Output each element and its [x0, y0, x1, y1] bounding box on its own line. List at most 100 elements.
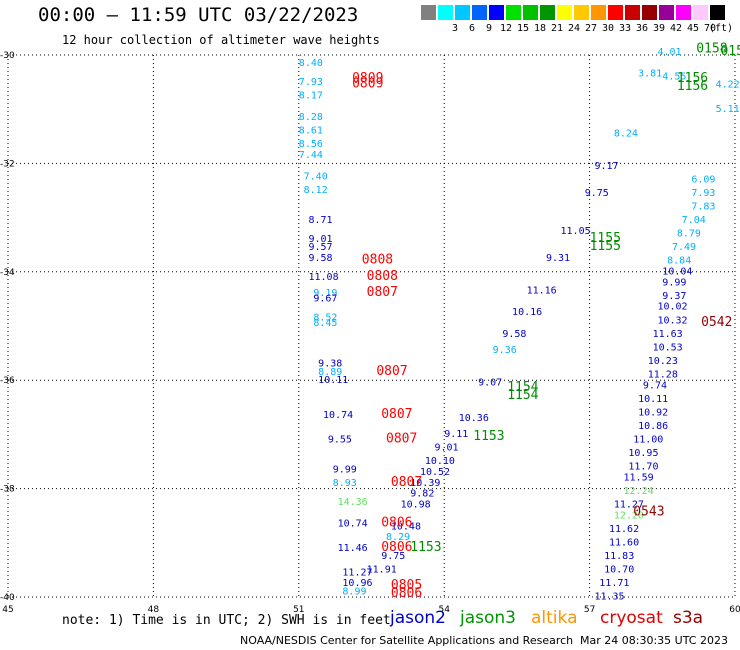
wave-height-label: 8.93: [333, 478, 357, 489]
footer-note: note: 1) Time is in UTC; 2) SWH is in fe…: [62, 613, 391, 628]
wave-height-label: 9.99: [333, 464, 357, 475]
wave-height-label: 9.01: [308, 234, 332, 245]
wave-height-label: 10.52: [420, 467, 450, 478]
color-scale-label: 15: [516, 23, 530, 34]
satellite-legend-item: jason3: [460, 608, 516, 628]
pass-time-label: 0805: [391, 578, 422, 593]
wave-height-label: 10.70: [604, 565, 634, 576]
color-scale-swatch: [710, 5, 725, 20]
color-scale-swatch: [574, 5, 589, 20]
pass-time-label: 0158: [696, 41, 727, 56]
color-scale-swatch: [625, 5, 640, 20]
wave-height-label: 7.44: [299, 150, 323, 161]
color-scale-swatch: [642, 5, 657, 20]
color-scale-unit: (ft): [708, 23, 734, 34]
pass-time-label: 0809: [352, 77, 383, 92]
satellite-legend-item: jason2: [390, 608, 446, 628]
wave-height-label: 10.98: [401, 500, 431, 511]
longitude-tick-label: 48: [148, 605, 160, 615]
wave-height-label: 10.53: [653, 342, 683, 353]
wave-height-label: 11.60: [609, 538, 639, 549]
wave-height-label: 7.49: [672, 242, 696, 253]
latitude-tick-label: -36: [0, 376, 15, 386]
satellite-legend-item: s3a: [673, 608, 704, 628]
latitude-tick-label: -40: [0, 593, 15, 603]
color-scale-swatch: [438, 5, 453, 20]
wave-height-label: 10.74: [323, 410, 353, 421]
pass-time-label: 1156: [677, 71, 708, 86]
wave-height-label: 10.48: [391, 521, 421, 532]
pass-time-label: 1155: [590, 239, 621, 254]
color-scale-swatch: [489, 5, 504, 20]
color-scale-swatch: [659, 5, 674, 20]
pass-time-label: 1156: [677, 79, 708, 94]
generation-timestamp: Mar 24 08:30:35 UTC 2023: [580, 634, 728, 647]
color-scale-swatch: [608, 5, 623, 20]
page-subtitle: 12 hour collection of altimeter wave hei…: [62, 33, 380, 47]
pass-time-label: 0809: [352, 71, 383, 86]
pass-time-label: 1155: [590, 231, 621, 246]
wave-height-label: 7.93: [691, 188, 715, 199]
wave-height-label: 8.56: [299, 139, 323, 150]
longitude-tick-label: 45: [2, 605, 13, 615]
wave-height-label: 8.29: [386, 532, 410, 543]
wave-height-label: 10.92: [638, 407, 668, 418]
wave-height-label: 9.67: [313, 294, 337, 305]
color-scale-label: 27: [584, 23, 598, 34]
wave-height-label: 8.12: [304, 185, 328, 196]
pass-time-label: 0806: [381, 540, 412, 555]
wave-height-label: 4.22: [716, 80, 740, 91]
wave-height-label: 11.28: [648, 369, 678, 380]
color-scale-label: 6: [468, 23, 476, 34]
pass-time-label: 1153: [473, 429, 504, 444]
color-scale-swatch: [472, 5, 487, 20]
wave-height-label: 12.24: [624, 486, 654, 497]
wave-height-label: 10.02: [657, 302, 687, 313]
wave-height-label: 8.45: [313, 318, 337, 329]
wave-height-label: 9.19: [313, 288, 337, 299]
wave-height-label: 9.38: [318, 359, 342, 370]
wave-height-label: 10.10: [425, 456, 455, 467]
wave-height-label: 8.40: [299, 58, 323, 69]
color-scale-swatch: [523, 5, 538, 20]
wave-height-label: 9.55: [328, 435, 352, 446]
wave-height-label: 9.82: [410, 489, 434, 500]
wave-height-label: 11.59: [624, 472, 654, 483]
wave-height-label: 10.96: [342, 578, 372, 589]
wave-height-label: 10.16: [512, 307, 542, 318]
latitude-tick-label: -32: [0, 159, 15, 169]
wave-height-label: 9.99: [662, 277, 686, 288]
pass-time-label: 0807: [391, 475, 422, 490]
color-scale-label: 9: [485, 23, 493, 34]
page-title: 00:00 – 11:59 UTC 03/22/2023: [38, 4, 359, 26]
wave-height-label: 8.28: [299, 112, 323, 123]
wave-height-label: 11.27: [342, 567, 372, 578]
wave-height-label: 11.62: [609, 524, 639, 535]
pass-time-label: 1154: [507, 380, 538, 395]
wave-height-label: 14.36: [338, 497, 368, 508]
wave-height-label: 10.32: [657, 315, 687, 326]
wave-height-label: 9.58: [308, 253, 332, 264]
pass-time-label: 0543: [633, 505, 664, 520]
pass-time-label: 0808: [362, 253, 393, 268]
color-scale-label: 45: [686, 23, 700, 34]
color-scale-label: 36: [635, 23, 649, 34]
pass-time-label: 0807: [367, 285, 398, 300]
color-scale-label: 33: [618, 23, 632, 34]
color-scale-swatch: [540, 5, 555, 20]
color-scale-swatch: [506, 5, 521, 20]
color-scale-label: 18: [533, 23, 547, 34]
latitude-tick-label: -30: [0, 51, 15, 61]
wave-height-label: 12.20: [614, 510, 644, 521]
pass-time-label: 0806: [391, 586, 422, 601]
wave-height-label: 8.99: [342, 586, 366, 597]
wave-height-label: 11.70: [628, 462, 658, 473]
wave-height-label: 11.71: [599, 578, 629, 589]
color-scale-swatch: [455, 5, 470, 20]
wave-height-label: 11.83: [604, 551, 634, 562]
wave-height-label: 9.75: [381, 551, 405, 562]
satellite-legend-item: altika: [531, 608, 578, 628]
pass-time-label: 0807: [386, 432, 417, 447]
satellite-legend-item: cryosat: [600, 608, 663, 628]
latitude-tick-label: -38: [0, 485, 15, 495]
